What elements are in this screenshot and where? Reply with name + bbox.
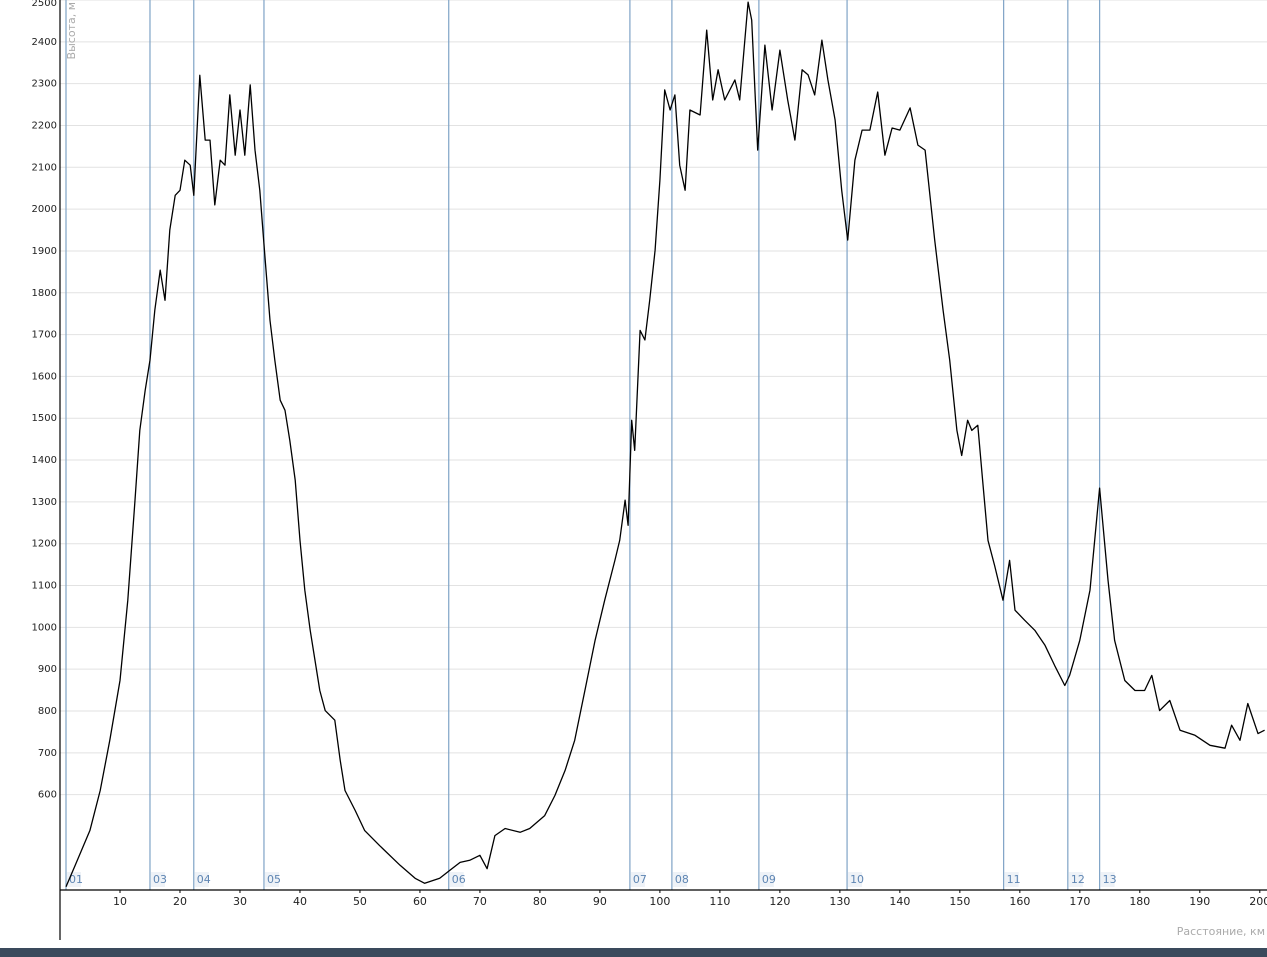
y-tick-label: 2300 <box>32 79 57 90</box>
marker-label-bg <box>848 872 863 887</box>
x-tick-label: 30 <box>233 895 247 908</box>
marker-label-bg <box>672 872 687 887</box>
y-tick-label: 2500 <box>32 0 57 9</box>
y-tick-label: 1000 <box>32 622 57 633</box>
y-tick-label: 1500 <box>32 413 57 424</box>
x-tick-label: 140 <box>889 895 910 908</box>
y-tick-label: 2000 <box>32 204 57 215</box>
y-tick-label: 1900 <box>32 246 57 257</box>
marker-label: 07 <box>633 873 647 886</box>
x-axis-title: Расстояние, км <box>1177 925 1265 938</box>
marker-label: 09 <box>762 873 776 886</box>
y-tick-label: 1800 <box>32 288 57 299</box>
marker-label-bg <box>630 872 645 887</box>
y-axis-title: Высота, м <box>65 2 78 59</box>
y-tick-label: 2200 <box>32 120 57 131</box>
elevation-line <box>65 1 1265 887</box>
y-tick-label: 800 <box>38 706 57 717</box>
x-tick-label: 150 <box>949 895 970 908</box>
x-tick-label: 40 <box>293 895 307 908</box>
marker-label-bg <box>1100 872 1115 887</box>
y-tick-label: 1700 <box>32 330 57 341</box>
x-tick-label: 90 <box>593 895 607 908</box>
y-tick-label: 700 <box>38 748 57 759</box>
taskbar <box>0 948 1267 957</box>
marker-label: 13 <box>1103 873 1117 886</box>
marker-label: 08 <box>675 873 689 886</box>
y-tick-label: 2100 <box>32 162 57 173</box>
x-tick-label: 110 <box>709 895 730 908</box>
marker-label-bg <box>449 872 464 887</box>
x-tick-label: 160 <box>1009 895 1030 908</box>
marker-label-bg <box>1068 872 1083 887</box>
x-tick-label: 130 <box>829 895 850 908</box>
marker-label-bg <box>150 872 165 887</box>
y-tick-label: 900 <box>38 664 57 675</box>
x-tick-label: 120 <box>769 895 790 908</box>
x-tick-label: 80 <box>533 895 547 908</box>
plot: 6007008009001000110012001300140015001600… <box>32 0 1267 940</box>
marker-label: 10 <box>850 873 864 886</box>
marker-label: 11 <box>1007 873 1021 886</box>
y-tick-label: 2400 <box>32 37 57 48</box>
x-tick-label: 100 <box>649 895 670 908</box>
x-tick-label: 50 <box>353 895 367 908</box>
x-tick-label: 190 <box>1189 895 1210 908</box>
marker-label: 12 <box>1071 873 1085 886</box>
x-tick-label: 200 <box>1249 895 1267 908</box>
marker-label-bg <box>264 872 279 887</box>
y-tick-label: 1200 <box>32 539 57 550</box>
marker-label-bg <box>194 872 209 887</box>
marker-label-bg <box>1004 872 1019 887</box>
marker-label: 04 <box>197 873 211 886</box>
y-tick-label: 1300 <box>32 497 57 508</box>
x-tick-label: 170 <box>1069 895 1090 908</box>
y-tick-label: 1600 <box>32 371 57 382</box>
marker-label: 03 <box>153 873 167 886</box>
marker-label: 05 <box>267 873 281 886</box>
marker-label: 01 <box>69 873 83 886</box>
x-tick-label: 20 <box>173 895 187 908</box>
y-tick-label: 1400 <box>32 455 57 466</box>
x-tick-label: 70 <box>473 895 487 908</box>
y-tick-label: 600 <box>38 790 57 801</box>
x-tick-label: 10 <box>113 895 127 908</box>
marker-label-bg <box>759 872 774 887</box>
marker-label: 06 <box>452 873 466 886</box>
x-tick-label: 60 <box>413 895 427 908</box>
x-tick-label: 180 <box>1129 895 1150 908</box>
y-tick-label: 1100 <box>32 581 57 592</box>
